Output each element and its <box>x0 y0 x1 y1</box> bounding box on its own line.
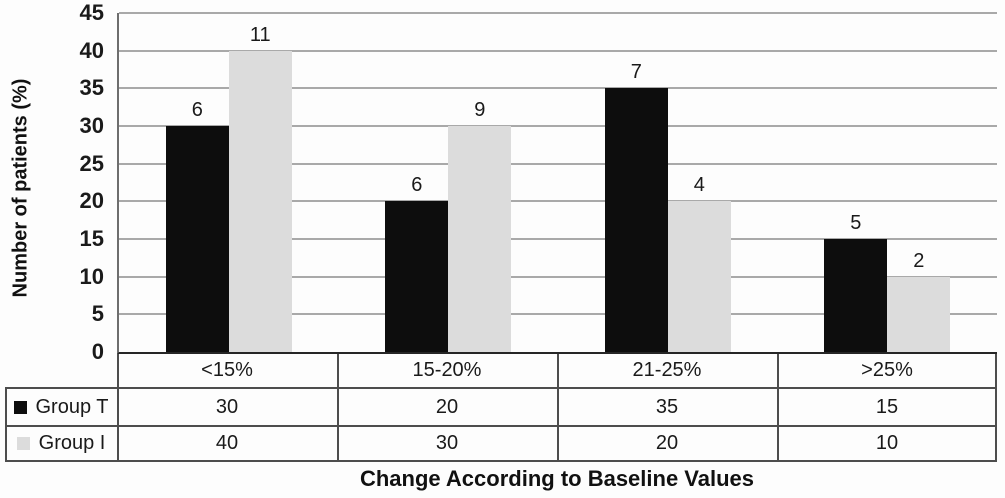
table-value-cell: 35 <box>655 395 679 418</box>
legend-cell-group-t: Group T <box>5 389 117 425</box>
bar-value-label: 9 <box>474 99 486 121</box>
bar-group-t <box>604 88 668 352</box>
gridline <box>119 125 997 127</box>
table-value-cell: 10 <box>875 432 899 454</box>
table-border-line <box>5 425 997 427</box>
table-border-line <box>117 354 119 462</box>
table-border-line <box>995 354 997 462</box>
gridline <box>119 275 997 278</box>
bar-group-i <box>228 50 292 352</box>
bar-group-t <box>165 126 229 352</box>
bar-value-label: 4 <box>693 174 705 197</box>
bar-group-i <box>667 201 731 352</box>
gridline <box>119 313 997 316</box>
table-border-line <box>5 387 7 462</box>
table-value-cell: 40 <box>215 432 239 454</box>
table-value-cell: 20 <box>435 395 459 418</box>
y-axis-tick-label: 35 <box>79 75 104 101</box>
table-value-cell: 30 <box>215 395 239 418</box>
table-value-cell: 15 <box>875 395 899 418</box>
category-cell: 21-25% <box>632 359 702 381</box>
bar-value-label: 6 <box>411 174 423 197</box>
y-axis-tick-label: 0 <box>91 339 104 364</box>
bar-group-t <box>824 239 888 352</box>
legend-label: Group T <box>35 395 109 418</box>
y-axis-tick-label: 30 <box>79 113 104 138</box>
table-border-line <box>557 354 559 462</box>
gridline <box>119 12 997 14</box>
legend-cell-group-i: Group I <box>5 427 117 460</box>
y-axis-tick-label: 25 <box>79 150 104 176</box>
plot-area: 6 6 7 5 11 9 4 2 <box>117 12 997 354</box>
bar-value-label: 5 <box>850 212 862 234</box>
bar-group-i <box>887 276 951 352</box>
gridline <box>119 49 997 52</box>
table-border-line <box>777 354 779 462</box>
bar-value-label: 6 <box>191 99 203 121</box>
category-cell: <15% <box>201 359 253 381</box>
bar-value-label: 11 <box>249 23 271 46</box>
group-t-swatch-icon <box>13 400 27 414</box>
table-border-line <box>337 354 339 462</box>
y-axis-tick-label: 20 <box>79 188 104 214</box>
bar-value-label: 2 <box>913 249 925 272</box>
y-axis-tick-label: 45 <box>79 0 104 25</box>
table-border-line <box>5 387 997 389</box>
bar-value-label: 7 <box>630 61 642 84</box>
gridline <box>119 200 997 203</box>
category-cell: >25% <box>861 359 913 381</box>
x-axis-title: Change According to Baseline Values <box>359 466 755 491</box>
gridline <box>119 87 997 90</box>
group-i-swatch-icon <box>16 437 30 450</box>
table-value-cell: 20 <box>655 432 679 454</box>
table-border-line <box>5 460 997 462</box>
y-axis-tick-label: 40 <box>79 37 104 63</box>
table-value-cell: 30 <box>435 432 459 454</box>
gridline <box>119 238 997 240</box>
category-cell: 15-20% <box>412 359 482 381</box>
bar-group-t <box>385 201 449 352</box>
y-axis-tick-label: 15 <box>79 226 104 251</box>
gridline <box>119 162 997 165</box>
y-axis-tick-label: 5 <box>91 301 104 327</box>
legend-label: Group I <box>38 432 106 454</box>
y-axis-tick-label: 10 <box>79 263 104 289</box>
bar-group-i <box>448 126 512 352</box>
